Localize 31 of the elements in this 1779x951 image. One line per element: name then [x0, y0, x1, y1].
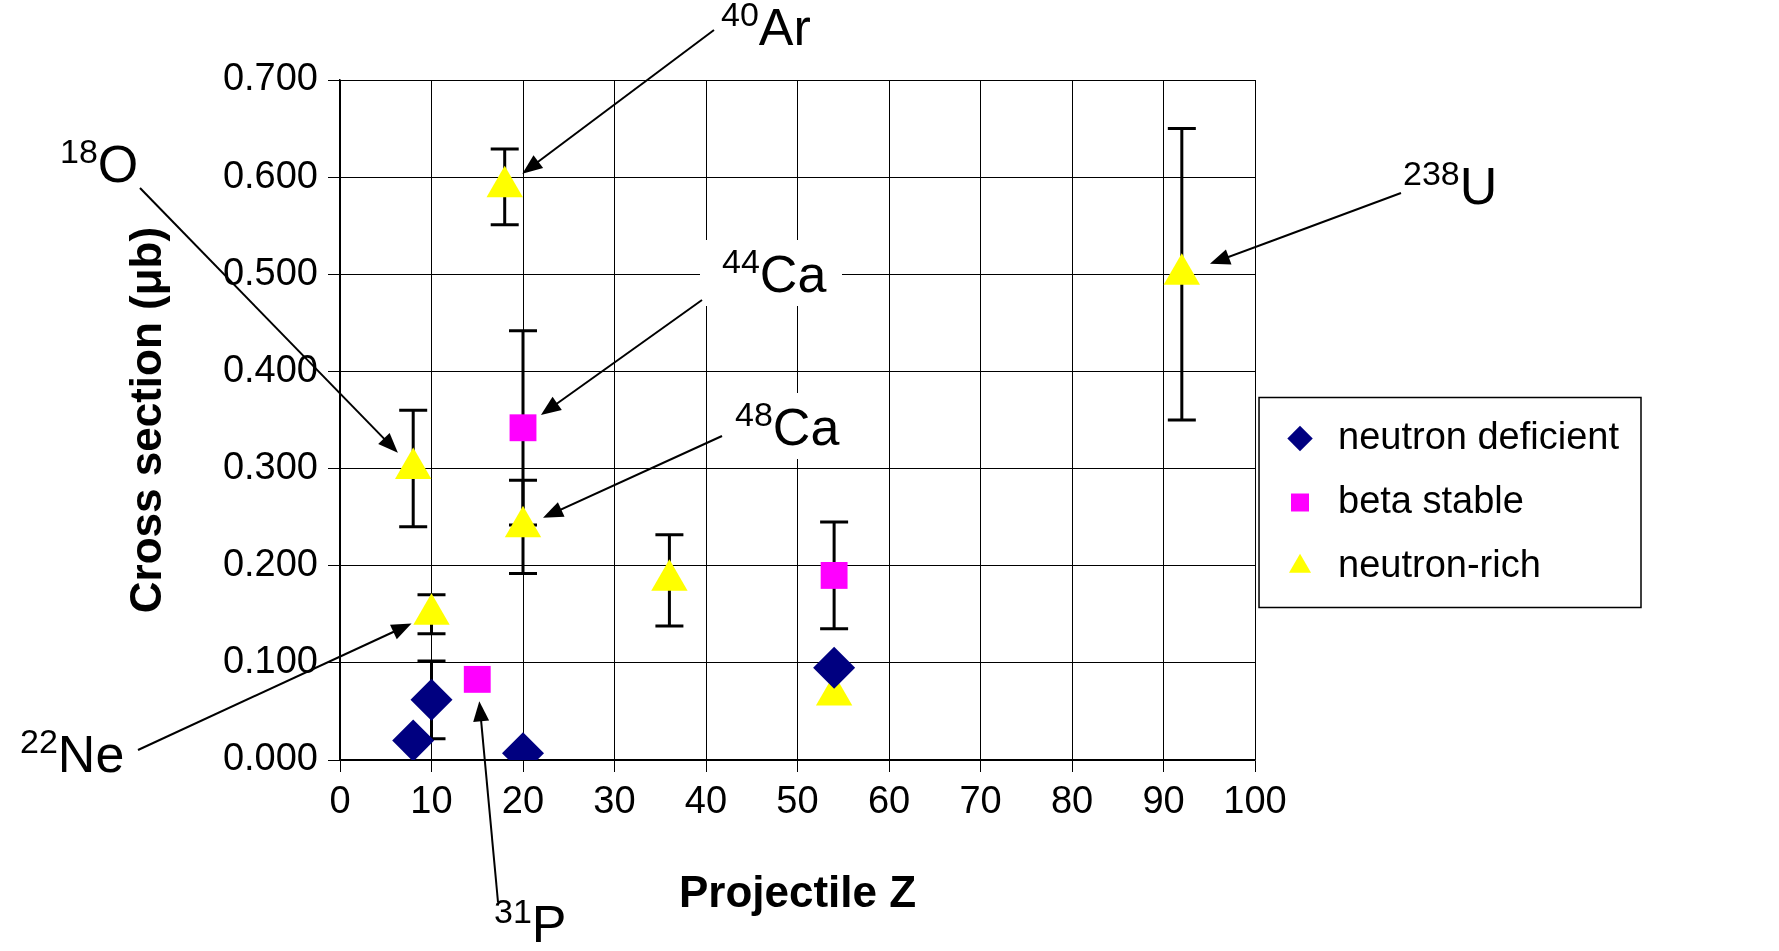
y-tick-label: 0.100: [222, 639, 318, 682]
y-tick-label: 0.600: [222, 153, 318, 196]
x-tick-label: 60: [867, 779, 911, 822]
x-tick-label: 70: [959, 779, 1002, 822]
y-tick-label: 0.200: [222, 542, 318, 585]
x-tick-label: 90: [1142, 779, 1185, 822]
y-axis-title: Cross section (μb): [120, 226, 170, 614]
x-tick-label: 80: [1050, 779, 1094, 822]
text: $^{22}$Ne: [20, 722, 125, 783]
x-tick-label: 100: [1223, 779, 1287, 822]
text: $^{40}$Ar: [721, 0, 811, 56]
x-tick-label: 30: [593, 779, 636, 822]
legend-label: neutron deficient: [1338, 414, 1620, 457]
text: $^{18}$O: [60, 132, 139, 193]
text: $^{238}$U: [1403, 154, 1498, 215]
y-tick-label: 0.000: [222, 736, 318, 779]
x-tick-label: 0: [329, 779, 351, 822]
y-tick-label: 0.700: [222, 56, 318, 99]
annotation: $^{48}$Ca: [735, 395, 840, 456]
x-tick-label: 40: [684, 779, 728, 822]
x-tick-label: 20: [501, 779, 545, 822]
legend-label: beta stable: [1338, 478, 1524, 521]
x-axis-title: Projectile Z: [678, 866, 917, 916]
x-tick-label: 50: [776, 779, 819, 822]
y-tick-label: 0.500: [222, 250, 318, 293]
text: $^{31}$P: [494, 892, 567, 951]
x-tick-label: 10: [410, 779, 453, 822]
y-tick-label: 0.300: [222, 445, 318, 488]
legend-label: neutron-rich: [1338, 542, 1541, 585]
annotation: $^{44}$Ca: [722, 242, 827, 303]
y-tick-label: 0.400: [222, 347, 318, 390]
